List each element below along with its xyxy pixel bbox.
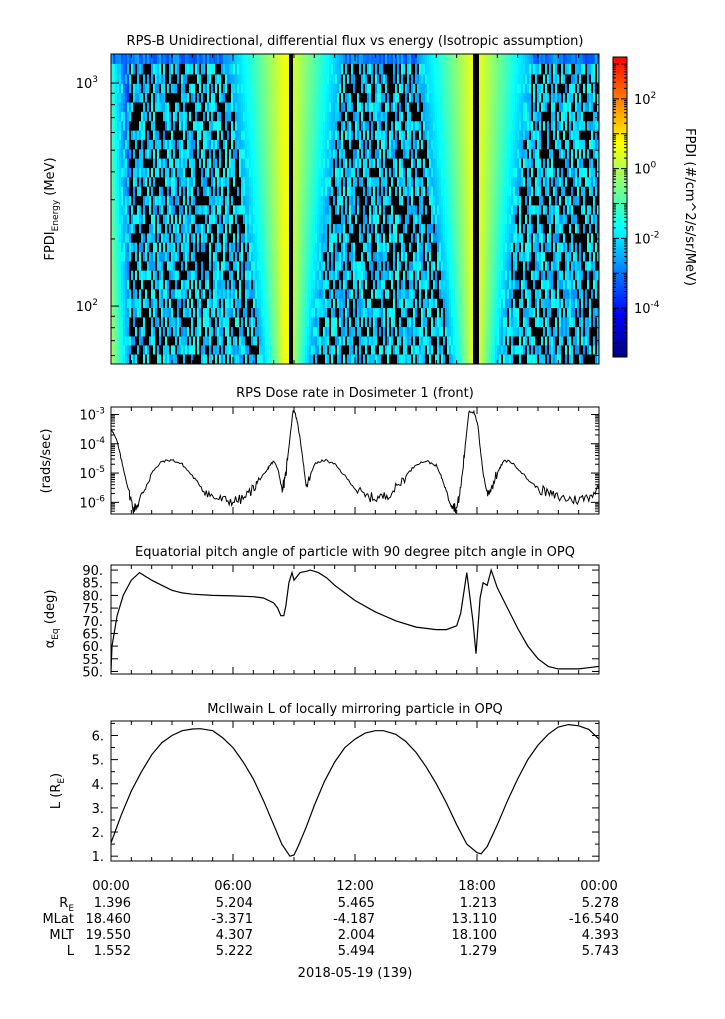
pitch-ylabel: αEq (deg) <box>43 590 61 649</box>
pitch-y-tick-label: 60. <box>82 640 103 655</box>
spectrogram-y-tick-label: 102 <box>76 298 98 315</box>
ephemeris-value: 1.396 <box>94 896 131 911</box>
ephemeris-value: -16.540 <box>569 912 619 927</box>
pitch-x-ticks <box>110 565 600 674</box>
ephemeris-value: 2.004 <box>338 928 375 943</box>
colorbar-tick-label: 10-4 <box>634 300 660 317</box>
pitch-series-line <box>110 568 600 672</box>
pitch-y-tick-label: 90. <box>82 564 103 579</box>
dose-rate-panel: RPS Dose rate in Dosimeter 1 (front) 10-… <box>39 386 600 515</box>
lshell-y-axis: 1. 2. 3. 4. 5. 6. <box>92 722 599 865</box>
dose-y-tick-label: 10-3 <box>79 406 105 423</box>
time-tick-label: 06:00 <box>214 879 251 894</box>
dose-title: RPS Dose rate in Dosimeter 1 (front) <box>236 386 474 401</box>
dose-frame <box>110 406 600 515</box>
ephemeris-value: 5.494 <box>338 944 375 959</box>
colorbar-tick-label: 102 <box>634 91 656 108</box>
pitch-y-tick-label: 70. <box>82 615 103 630</box>
ephemeris-value: 1.213 <box>460 896 497 911</box>
pitch-y-tick-label: 80. <box>82 589 103 604</box>
dose-x-ticks <box>110 407 600 514</box>
time-tick-label: 12:00 <box>336 879 373 894</box>
spectrogram-x-ticks <box>110 54 600 364</box>
lshell-y-tick-label: 3. <box>92 802 104 817</box>
lshell-frame <box>110 720 600 862</box>
lshell-y-tick-label: 5. <box>92 754 104 769</box>
spectrogram-ylabel: FPDIEnergy (MeV) <box>43 157 61 260</box>
ephemeris-value: 5.465 <box>338 896 375 911</box>
pitch-title: Equatorial pitch angle of particle with … <box>135 545 575 560</box>
lshell-y-tick-label: 6. <box>92 729 104 744</box>
pitch-angle-panel: Equatorial pitch angle of particle with … <box>43 545 600 680</box>
ephemeris-value: 4.393 <box>582 928 619 943</box>
time-axis-labels: 00:00 06:00 12:00 18:00 00:00 RE 1.396 5.204 5.4… <box>42 879 619 959</box>
ephemeris-value: -4.187 <box>333 912 375 927</box>
pitch-frame <box>110 564 600 675</box>
time-tick-label: 00:00 <box>580 879 617 894</box>
ephemeris-value: 18.100 <box>452 928 498 943</box>
pitch-y-tick-label: 75. <box>82 602 103 617</box>
lshell-y-tick-label: 1. <box>92 850 104 865</box>
dose-series-line <box>110 409 600 514</box>
lshell-title: McIlwain L of locally mirroring particle… <box>207 702 503 717</box>
dose-y-tick-label: 10-6 <box>79 494 105 511</box>
ephemeris-value: 5.204 <box>216 896 253 911</box>
spectrogram-y-axis: 102 103 <box>76 75 599 357</box>
dose-ylabel: (rads/sec) <box>39 429 54 494</box>
pitch-y-tick-label: 65. <box>82 627 103 642</box>
time-tick-label: 00:00 <box>92 879 129 894</box>
ephemeris-value: 5.743 <box>582 944 619 959</box>
ephemeris-row-label: L <box>67 944 75 959</box>
spectrogram-y-tick-label: 103 <box>76 75 98 92</box>
dose-y-axis: 10-6 10-5 10-4 10-3 <box>79 406 599 515</box>
ephemeris-value: 1.552 <box>94 944 131 959</box>
pitch-y-axis: 50.55.60.65.70.75.80.85.90. <box>82 564 599 680</box>
colorbar-ticks: 102 100 10-2 10-4 <box>613 63 660 344</box>
colorbar-tick-label: 10-2 <box>634 230 660 247</box>
lshell-y-tick-label: 4. <box>92 778 104 793</box>
pitch-y-tick-label: 85. <box>82 577 103 592</box>
pitch-y-tick-label: 50. <box>82 665 103 680</box>
ephemeris-row-label: MLat <box>42 912 74 927</box>
dose-y-tick-label: 10-4 <box>79 436 105 453</box>
pitch-y-tick-label: 55. <box>82 653 103 668</box>
lshell-series-line <box>110 723 600 857</box>
spectrogram-panel: RPS-B Unidirectional, differential flux … <box>43 34 697 365</box>
ephemeris-value: 5.278 <box>582 896 619 911</box>
spectrogram-cells <box>111 54 600 365</box>
ephemeris-value: 19.550 <box>86 928 132 943</box>
mcilwain-l-panel: McIlwain L of locally mirroring particle… <box>49 702 600 865</box>
lshell-y-tick-label: 2. <box>92 826 104 841</box>
ephemeris-row-label: RE <box>59 896 74 914</box>
ephemeris-value: 18.460 <box>86 912 132 927</box>
time-tick-label: 18:00 <box>458 879 495 894</box>
ephemeris-row-label: MLT <box>49 928 74 943</box>
ephemeris-value: 13.110 <box>452 912 498 927</box>
ephemeris-value: 1.279 <box>460 944 497 959</box>
lshell-ylabel: L (RE) <box>49 773 67 809</box>
ephemeris-value: 5.222 <box>216 944 253 959</box>
ephemeris-value: 4.307 <box>216 928 253 943</box>
ephemeris-value: -3.371 <box>211 912 253 927</box>
spectrogram-title: RPS-B Unidirectional, differential flux … <box>127 34 584 49</box>
lshell-x-ticks <box>110 721 600 861</box>
dose-y-tick-label: 10-5 <box>79 465 105 482</box>
colorbar-tick-label: 100 <box>634 161 657 178</box>
colorbar-label: FPDI (#/cm^2/s/sr/MeV) <box>682 128 697 286</box>
date-label: 2018-05-19 (139) <box>298 966 413 981</box>
